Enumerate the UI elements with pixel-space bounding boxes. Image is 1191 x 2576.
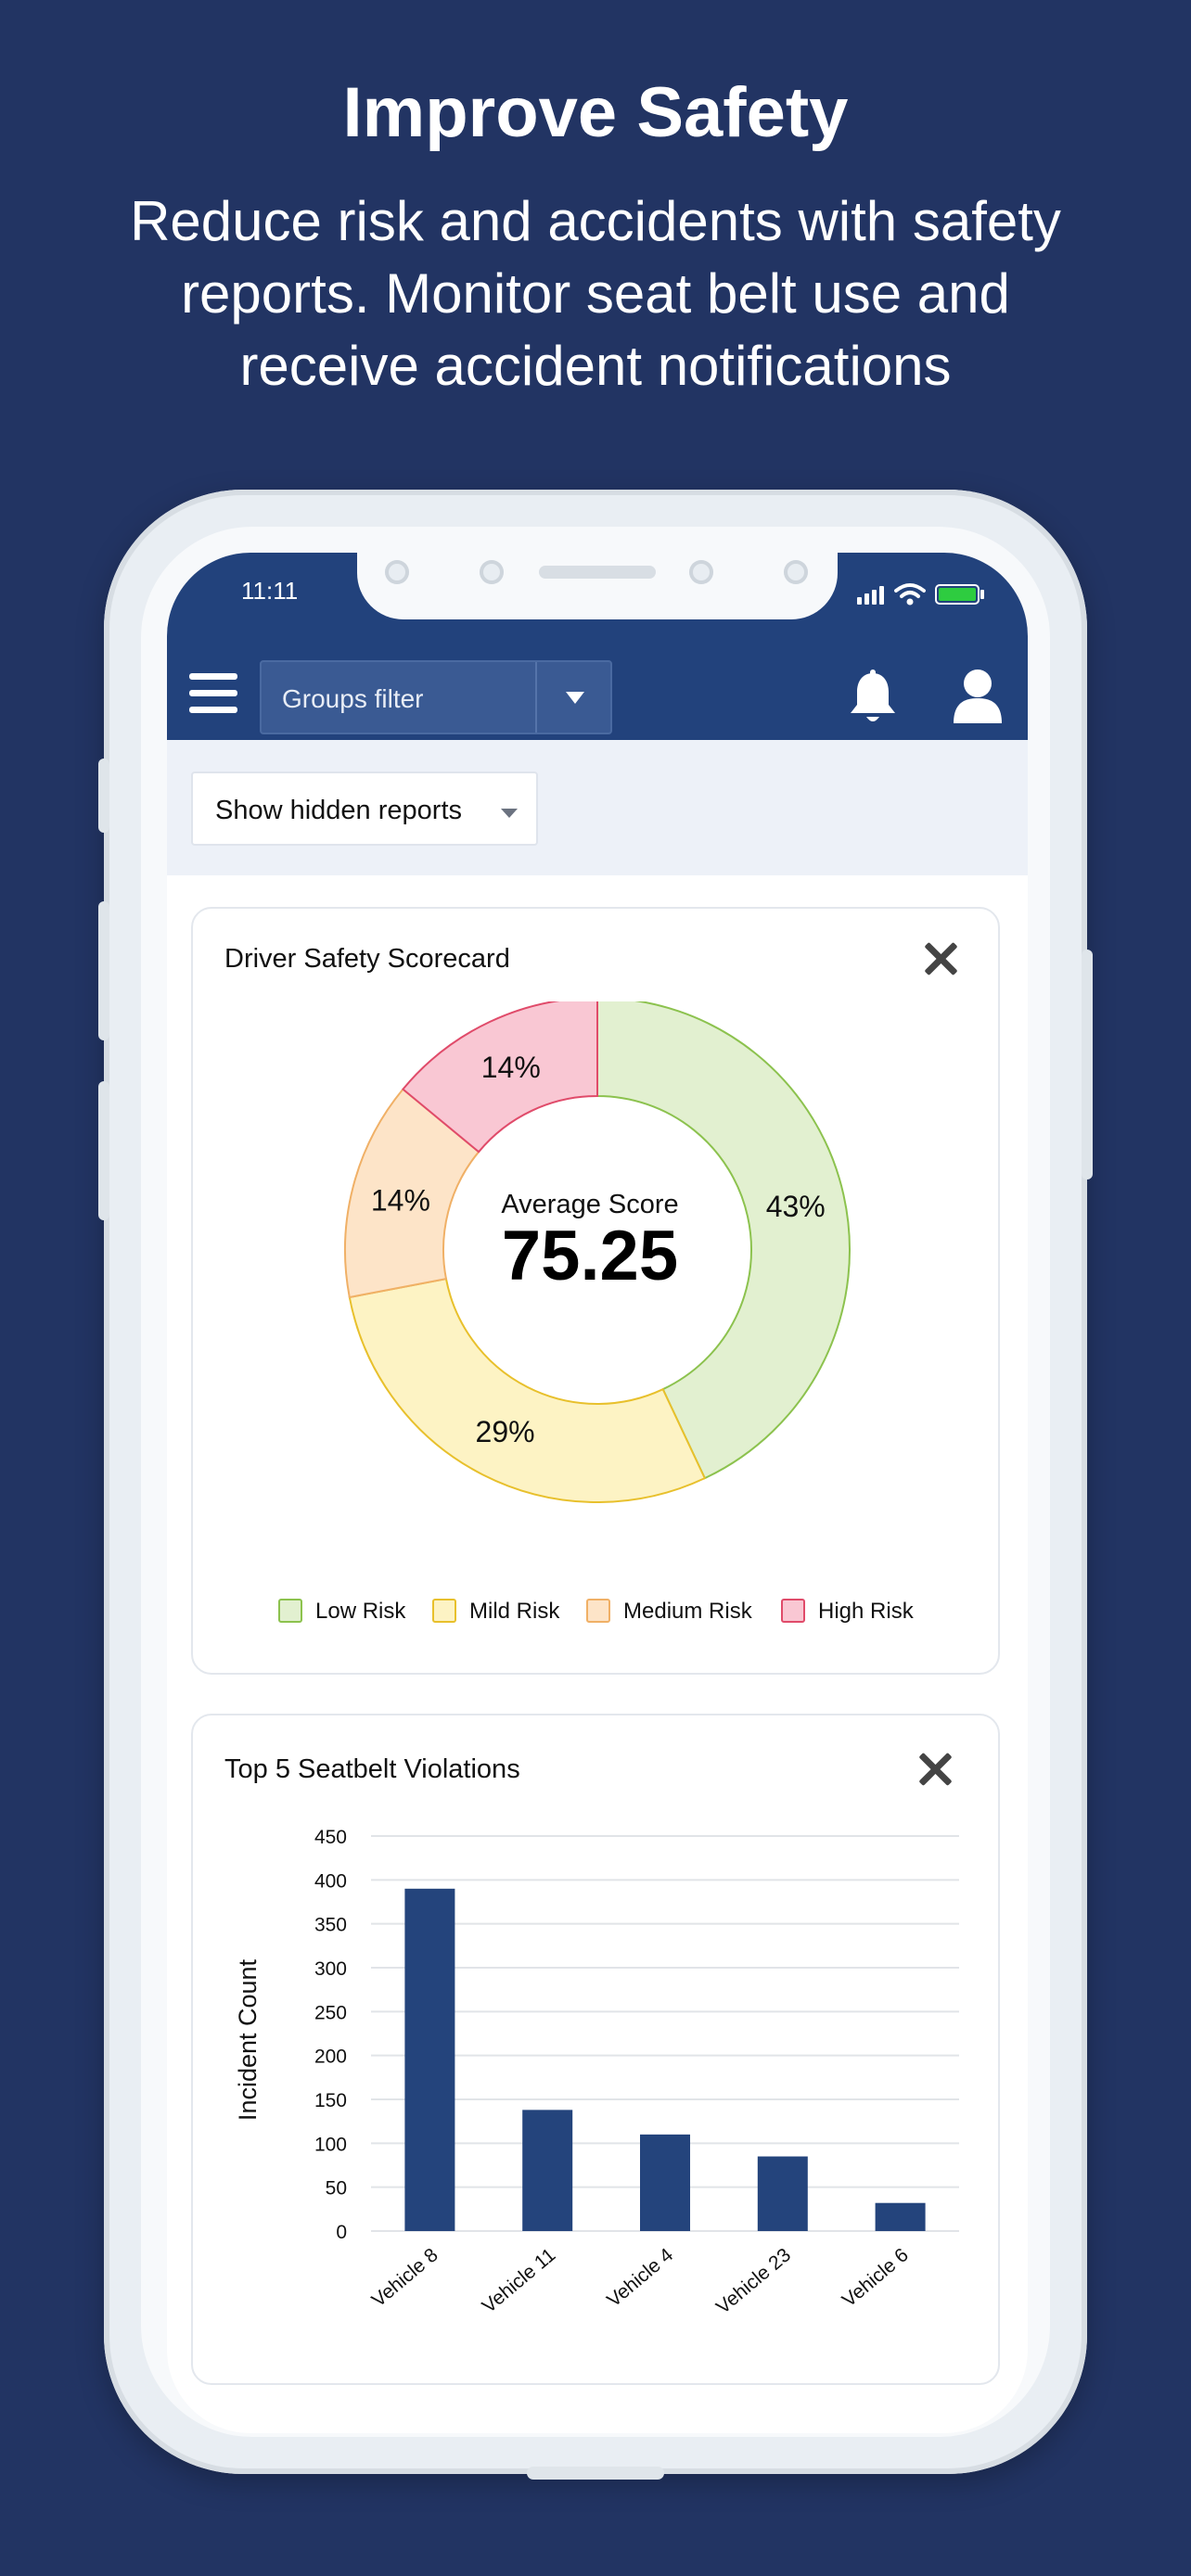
legend-swatch <box>781 1599 805 1623</box>
show-hidden-reports-dropdown[interactable]: Show hidden reports <box>191 772 538 846</box>
legend-label: High Risk <box>818 1599 914 1624</box>
legend-swatch <box>432 1599 456 1623</box>
phone-mute-switch <box>98 759 109 833</box>
bar-vehicle-6 <box>875 2202 926 2231</box>
seatbelt-violations-card: Top 5 Seatbelt Violations 0 50 100 150 200 25… <box>191 1714 1000 2385</box>
x-tick-label: Vehicle 11 <box>479 2244 560 2317</box>
card-title: Driver Safety Scorecard <box>224 944 510 974</box>
donut-slice-high-risk <box>402 1001 598 1154</box>
donut-slice-mild-risk <box>348 1277 707 1503</box>
slice-value-label: 14% <box>371 1184 430 1218</box>
y-axis-label: Incident Count <box>234 1958 262 2121</box>
filter-bar: Show hidden reports <box>167 740 1028 875</box>
status-time: 11:11 <box>241 577 299 605</box>
card-title: Top 5 Seatbelt Violations <box>224 1754 520 1784</box>
app-bar: Groups filter <box>167 645 1028 740</box>
x-tick-label: Vehicle 8 <box>368 2244 442 2311</box>
x-tick-label: Vehicle 4 <box>603 2244 677 2312</box>
legend-label: Low Risk <box>315 1599 406 1624</box>
chevron-down-icon[interactable] <box>566 692 584 704</box>
phone-notch <box>357 553 838 619</box>
y-tick-label: 250 <box>314 2002 347 2023</box>
caret-down-icon <box>501 809 518 818</box>
show-hidden-reports-label: Show hidden reports <box>215 796 462 825</box>
y-tick-label: 200 <box>314 2047 347 2068</box>
close-icon[interactable] <box>918 1752 953 1787</box>
dropdown-divider <box>535 662 537 733</box>
donut-chart: 43% 29% 14% 14% Average Score 75.25 <box>344 1001 851 1503</box>
wifi-icon <box>894 583 926 606</box>
phone-screen: 11:11 Groups filter <box>167 553 1028 2433</box>
x-tick-label: Vehicle 6 <box>839 2244 913 2311</box>
bar-vehicle-8 <box>404 1888 455 2231</box>
bar-chart: 0 50 100 150 200 250 300 350 400 450 Vehicle 8 Veh… <box>234 1827 959 2318</box>
battery-tip <box>980 590 984 599</box>
groups-filter-label: Groups filter <box>282 684 424 713</box>
y-tick-label: 100 <box>314 2134 347 2155</box>
slice-value-label: 14% <box>481 1051 541 1084</box>
bell-icon[interactable] <box>846 670 900 727</box>
phone-bottom-edge <box>527 2467 664 2480</box>
y-tick-label: 400 <box>314 1870 347 1892</box>
phone-power-button <box>1082 950 1093 1180</box>
close-icon[interactable] <box>924 941 958 976</box>
hamburger-menu-icon[interactable] <box>189 673 237 714</box>
y-tick-label: 350 <box>314 1915 347 1936</box>
hero-title: Improve Safety <box>342 73 849 152</box>
user-icon[interactable] <box>952 668 1004 725</box>
y-tick-label: 0 <box>336 2222 347 2243</box>
slice-value-label: 29% <box>476 1415 535 1448</box>
hero-subtitle-line: receive accident notifications <box>239 335 952 397</box>
legend-label: Mild Risk <box>469 1599 560 1624</box>
slice-value-label: 43% <box>766 1190 826 1223</box>
center-value: 75.25 <box>502 1217 678 1295</box>
donut-slice-low-risk <box>596 1001 851 1480</box>
legend-swatch <box>278 1599 302 1623</box>
hero-subtitle-line: Reduce risk and accidents with safety <box>130 190 1061 252</box>
legend-label: Medium Risk <box>623 1599 752 1624</box>
bar-vehicle-23 <box>757 2156 808 2231</box>
y-tick-label: 300 <box>314 1958 347 1980</box>
chart-legend: Low Risk Mild Risk Medium Risk High Risk <box>278 1593 928 1630</box>
x-tick-label: Vehicle 23 <box>712 2244 795 2318</box>
driver-safety-scorecard-card: Driver Safety Scorecard 43% 29% 14% 14% Ave… <box>191 907 1000 1675</box>
hero-subtitle: Reduce risk and accidents with safety re… <box>56 185 1135 402</box>
y-tick-label: 150 <box>314 2090 347 2111</box>
battery-icon <box>935 584 980 605</box>
phone-volume-up <box>98 901 109 1040</box>
hero-subtitle-line: reports. Monitor seat belt use and <box>181 262 1010 325</box>
y-tick-label: 450 <box>314 1827 347 1848</box>
center-label: Average Score <box>501 1190 678 1219</box>
phone-volume-down <box>98 1081 109 1220</box>
legend-swatch <box>586 1599 610 1623</box>
bar-vehicle-11 <box>522 2110 573 2231</box>
bar-vehicle-4 <box>640 2134 690 2231</box>
y-tick-label: 50 <box>326 2178 347 2200</box>
groups-filter-dropdown[interactable]: Groups filter <box>260 660 612 734</box>
status-bar: 11:11 <box>167 553 1028 645</box>
